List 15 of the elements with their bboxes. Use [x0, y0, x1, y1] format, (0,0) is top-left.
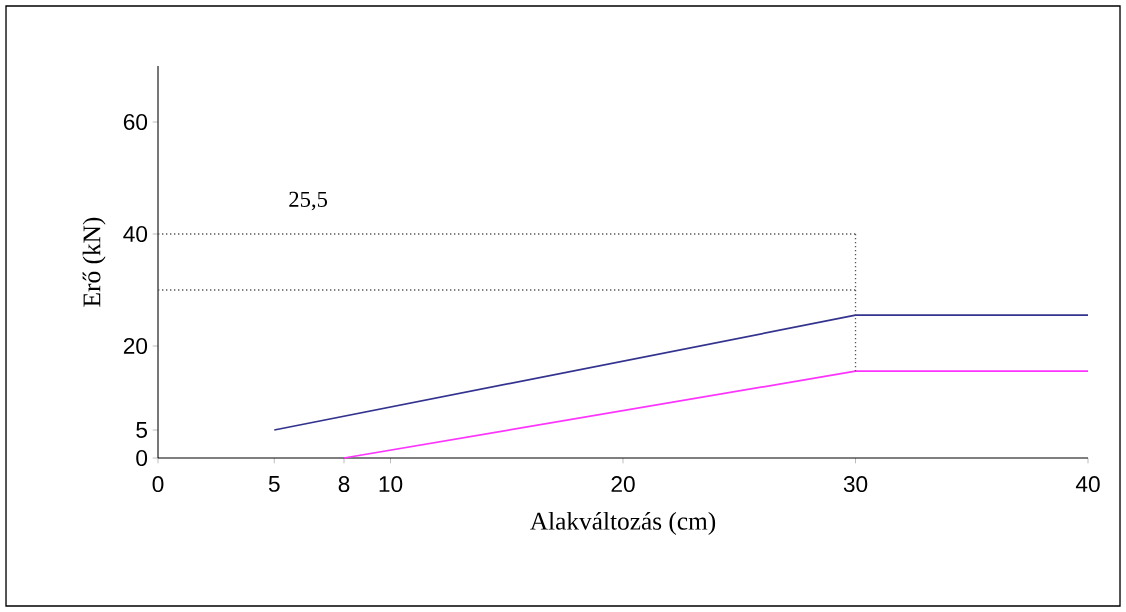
- x-tick-label: 0: [152, 476, 164, 493]
- x-tick-label: 20: [611, 476, 635, 493]
- annotation: 25,5: [289, 191, 328, 211]
- y-tick-label: 40: [123, 225, 148, 243]
- y-tick-label: 0: [136, 449, 148, 467]
- y-tick-label: 5: [136, 422, 148, 438]
- x-tick-label: 40: [1075, 476, 1100, 493]
- y-axis-title: Erő (kN): [82, 217, 106, 307]
- y-tick-label: 60: [123, 113, 148, 131]
- y-tick-label: 20: [123, 337, 148, 355]
- x-tick-label: 30: [843, 476, 868, 493]
- x-tick-label: 8: [338, 476, 350, 493]
- x-tick-label: 5: [268, 476, 280, 492]
- x-tick-label: 10: [379, 476, 403, 493]
- x-axis-title: Alakváltozás (cm): [530, 511, 716, 535]
